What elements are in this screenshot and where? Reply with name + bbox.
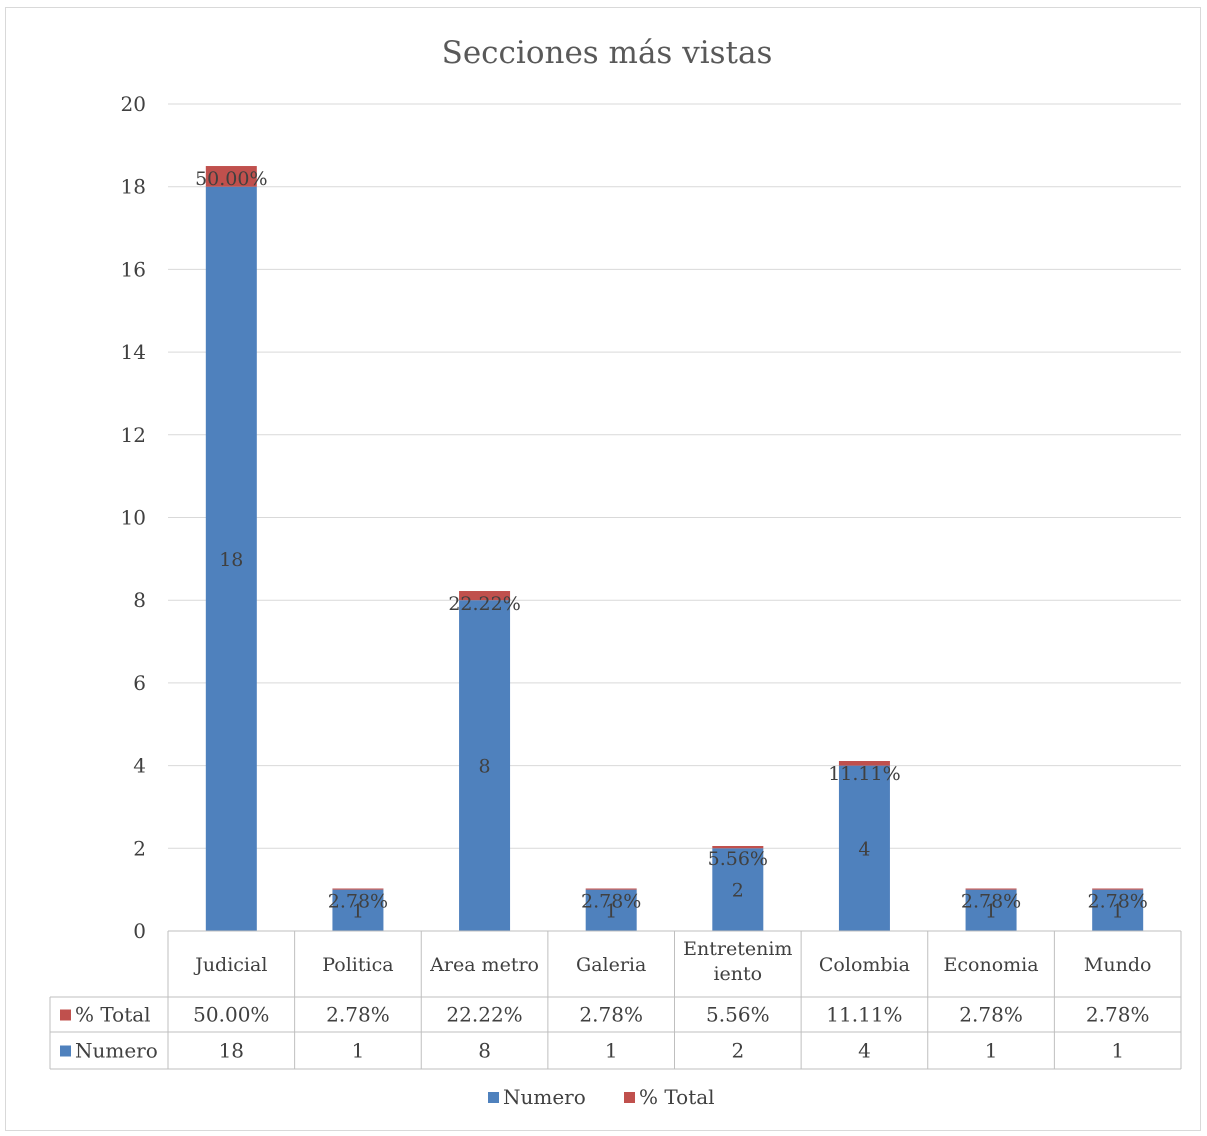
x-category-label: iento	[713, 963, 762, 985]
table-cell: 1	[1111, 1039, 1124, 1063]
bar-pct-total	[205, 166, 257, 187]
table-cell: 2.78%	[579, 1003, 643, 1027]
bar-pct-total	[459, 591, 511, 601]
data-label-numero: 4	[858, 838, 870, 860]
data-label-pct-total: 2.78%	[328, 891, 388, 913]
table-cell: 50.00%	[193, 1003, 269, 1027]
table-cell: 2	[731, 1039, 744, 1063]
data-label-pct-total: 2.78%	[581, 891, 641, 913]
table-cell: 2.78%	[326, 1003, 390, 1027]
data-label-numero: 1	[352, 900, 364, 922]
y-tick-label: 0	[133, 919, 146, 943]
data-label-numero: 1	[1112, 900, 1124, 922]
bar-numero	[965, 889, 1017, 931]
bar-numero	[459, 600, 511, 931]
bar-numero	[712, 848, 764, 931]
table-cell: 5.56%	[706, 1003, 770, 1027]
y-tick-label: 2	[133, 836, 146, 860]
table-cell: 1	[352, 1039, 365, 1063]
x-category-label: Colombia	[819, 954, 910, 976]
y-tick-label: 12	[121, 423, 146, 447]
bar-pct-total	[585, 888, 637, 890]
bar-pct-total	[965, 888, 1017, 890]
x-category-label: Entretenim	[683, 938, 792, 960]
legend-label-pct-total: % Total	[639, 1085, 715, 1109]
bar-numero	[205, 186, 257, 931]
bar-pct-total	[838, 761, 890, 766]
y-tick-label: 14	[121, 340, 146, 364]
table-legend-key	[60, 1045, 71, 1057]
table-cell: 22.22%	[446, 1003, 522, 1027]
data-label-pct-total: 11.11%	[828, 763, 900, 785]
x-category-label: Economia	[944, 954, 1039, 976]
bar-pct-total	[332, 888, 384, 890]
bar-numero	[332, 889, 384, 931]
y-tick-label: 8	[133, 588, 146, 612]
table-cell: 1	[605, 1039, 618, 1063]
data-label-numero: 18	[219, 549, 243, 571]
y-tick-label: 16	[121, 257, 146, 281]
data-label-numero: 2	[732, 880, 744, 902]
x-category-label: Judicial	[193, 954, 267, 976]
x-category-label: Galeria	[576, 954, 646, 976]
data-label-pct-total: 5.56%	[708, 848, 768, 870]
bar-numero	[585, 889, 637, 931]
table-cell: 8	[478, 1039, 491, 1063]
data-label-pct-total: 50.00%	[195, 168, 267, 190]
legend-key-numero	[488, 1092, 499, 1103]
table-cell: 2.78%	[959, 1003, 1023, 1027]
table-cell: 18	[219, 1039, 244, 1063]
legend-label-numero: Numero	[503, 1085, 586, 1109]
chart-frame	[5, 7, 1201, 1131]
y-tick-label: 6	[133, 671, 146, 695]
data-label-numero: 8	[479, 756, 491, 778]
y-tick-label: 4	[133, 754, 146, 778]
bar-numero	[1092, 889, 1144, 931]
data-label-numero: 1	[985, 900, 997, 922]
table-series-name: Numero	[75, 1039, 158, 1063]
legend-key-pct-total	[624, 1092, 635, 1103]
x-category-label: Mundo	[1084, 954, 1152, 976]
y-tick-label: 10	[121, 506, 146, 530]
bar-numero	[838, 765, 890, 931]
y-tick-label: 18	[121, 175, 146, 199]
table-cell: 11.11%	[826, 1003, 902, 1027]
x-category-label: Politica	[322, 954, 393, 976]
y-tick-label: 20	[121, 92, 146, 116]
table-legend-key	[60, 1009, 71, 1021]
data-label-numero: 1	[605, 900, 617, 922]
chart-title: Secciones más vistas	[442, 35, 773, 71]
table-cell: 4	[858, 1039, 871, 1063]
table-cell: 1	[985, 1039, 998, 1063]
table-cell: 2.78%	[1086, 1003, 1150, 1027]
data-label-pct-total: 2.78%	[1088, 891, 1148, 913]
data-label-pct-total: 2.78%	[961, 891, 1021, 913]
bar-pct-total	[712, 846, 764, 849]
table-series-name: % Total	[75, 1003, 151, 1027]
x-category-label: Area metro	[429, 954, 539, 976]
data-label-pct-total: 22.22%	[448, 593, 520, 615]
bar-pct-total	[1092, 888, 1144, 890]
